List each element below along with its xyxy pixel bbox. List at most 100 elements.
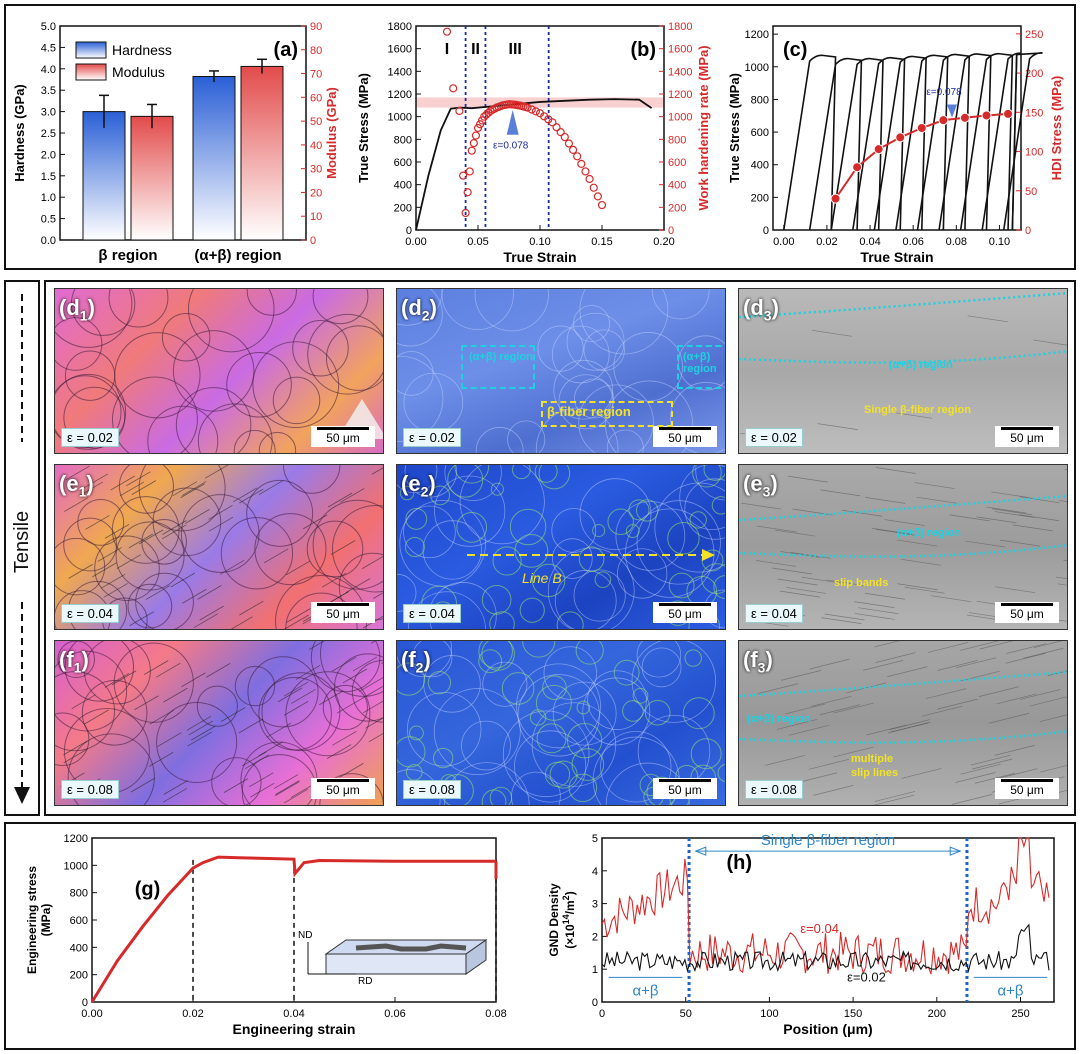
box-label: β-fiber region: [547, 404, 631, 419]
region-label-h: Single β-fiber region: [761, 832, 896, 849]
grain-boundary: [397, 641, 453, 678]
slip-band-trace: [876, 529, 917, 536]
tick-label-b-right: 400: [668, 180, 686, 192]
slip-trace: [230, 616, 253, 629]
scale-bar-text: 50 μm: [1010, 431, 1044, 445]
work-hardening-point: [527, 105, 536, 114]
grain-boundary: [55, 650, 128, 732]
tick-label-c-left: 200: [751, 192, 769, 204]
grain-boundary: [196, 685, 238, 727]
gnd-cluster: [454, 465, 490, 484]
micrograph-f2: (f2) ε = 0.08 50 μm: [396, 640, 726, 806]
slip-trace: [148, 752, 174, 767]
work-hardening-point: [455, 106, 464, 116]
slip-trace: [131, 480, 157, 495]
scale-bar-line: [659, 427, 711, 430]
nd-label: ND: [298, 930, 312, 941]
slip-band-trace: [820, 489, 861, 497]
gnd-cluster: [514, 533, 549, 568]
slip-trace: [239, 488, 264, 504]
work-hardening-point: [523, 103, 532, 112]
grain-boundary: [654, 482, 725, 573]
tick-label-b-x: 0.00: [405, 236, 426, 248]
box-label: (α+β) region: [683, 351, 717, 375]
region-label: multiple: [851, 753, 894, 765]
grain-boundary: [233, 429, 276, 453]
micrograph-tag-index: 1: [73, 659, 82, 676]
tick-label-c-x: 0.10: [989, 236, 1010, 248]
grain-boundary: [434, 475, 506, 547]
slip-band-trace: [1057, 583, 1067, 586]
slip-band-trace: [1063, 559, 1067, 562]
slip-band-trace: [777, 578, 818, 586]
slip-trace: [134, 695, 159, 711]
grain-boundary: [83, 641, 151, 705]
grain-boundary: [566, 312, 625, 371]
tick-label-c-right: 100: [1025, 147, 1043, 159]
tick-label-b-left: 800: [394, 134, 412, 146]
bottom-row-frame: 0 200 400 600 800 1000 1200 0.00 0.02 0.04 0.06 0.0…: [4, 822, 1076, 1050]
hdi-point: [959, 112, 970, 123]
tick-label-a-left: 4.0: [41, 64, 56, 76]
grain-boundary: [57, 641, 95, 679]
slip-trace: [162, 520, 187, 535]
gnd-cluster: [501, 672, 535, 705]
slip-trace: [156, 662, 181, 678]
ylabel-h-2: (×1014/m2): [561, 891, 577, 948]
slip-trace: [266, 722, 292, 738]
tick-label-c-left: 0: [763, 225, 769, 237]
grain-boundary: [322, 684, 368, 731]
grain-boundary: [397, 355, 444, 442]
gnd-cluster: [684, 649, 702, 667]
box-label: (α+β) region: [469, 351, 533, 363]
gnd-cluster: [542, 675, 567, 700]
slip-trace: [161, 524, 187, 540]
micrograph-tag-letter: d: [750, 295, 764, 320]
annotation-b: ε=0.078: [493, 140, 529, 151]
micrograph-tag: (f1): [59, 647, 89, 676]
grain-boundary: [152, 487, 222, 557]
work-hardening-point: [568, 145, 578, 155]
micrograph-tag-letter: f: [408, 647, 416, 672]
gnd-cluster: [692, 465, 722, 488]
slip-band-trace: [821, 617, 862, 624]
ylabel-g-2: (MPa): [39, 904, 53, 937]
slip-trace: [263, 548, 289, 564]
chart-g: 0 200 400 600 800 1000 1200 0.00 0.02 0.04 0.06 0.0…: [25, 833, 507, 1037]
grain-boundary: [403, 505, 456, 559]
gnd-cluster: [536, 723, 567, 754]
slip-band-trace: [833, 746, 874, 758]
slip-band-trace: [937, 698, 978, 710]
work-hardening-point: [465, 167, 474, 176]
micrograph-f3: (f3) ε = 0.08 50 μm (α+β) region multiple sli…: [738, 640, 1068, 806]
tick-label-c-right: 0: [1025, 225, 1031, 237]
tick-label-a-right: 80: [310, 45, 322, 57]
grain-boundary: [474, 289, 549, 332]
slip-band-trace: [817, 423, 858, 430]
slip-trace: [365, 717, 383, 729]
micrograph-tag-index: 1: [78, 483, 87, 500]
scale-bar: 50 μm: [995, 602, 1059, 623]
slip-band-trace: [784, 703, 826, 715]
category-label: (α+β) region: [194, 247, 281, 264]
tick-label-b-left: 200: [394, 202, 412, 214]
legend-swatch-hardness: [75, 41, 107, 59]
slip-trace: [360, 685, 383, 700]
annotation-c: ε=0.078: [926, 87, 962, 98]
grain-boundary: [111, 496, 180, 564]
grain-boundary: [399, 500, 486, 587]
tick-label-a-right: 50: [310, 116, 322, 128]
grain-boundary: [441, 289, 514, 330]
slip-band-trace: [786, 587, 827, 594]
loading-cycle: [938, 53, 992, 231]
slip-trace: [64, 497, 89, 512]
chart-b: 0 0 200 200 400 400 600 600 800 800 1000 1000 1200 12…: [356, 21, 711, 265]
gnd-cluster: [594, 571, 612, 588]
slip-band-trace: [788, 724, 829, 736]
slip-band-trace: [1040, 765, 1067, 773]
tick-label-a-right: 0: [310, 235, 316, 247]
grain-boundary: [285, 592, 358, 629]
tick-label-a-right: 70: [310, 69, 322, 81]
tick-label-c-right: 250: [1025, 29, 1043, 41]
dogbone: [355, 943, 467, 952]
